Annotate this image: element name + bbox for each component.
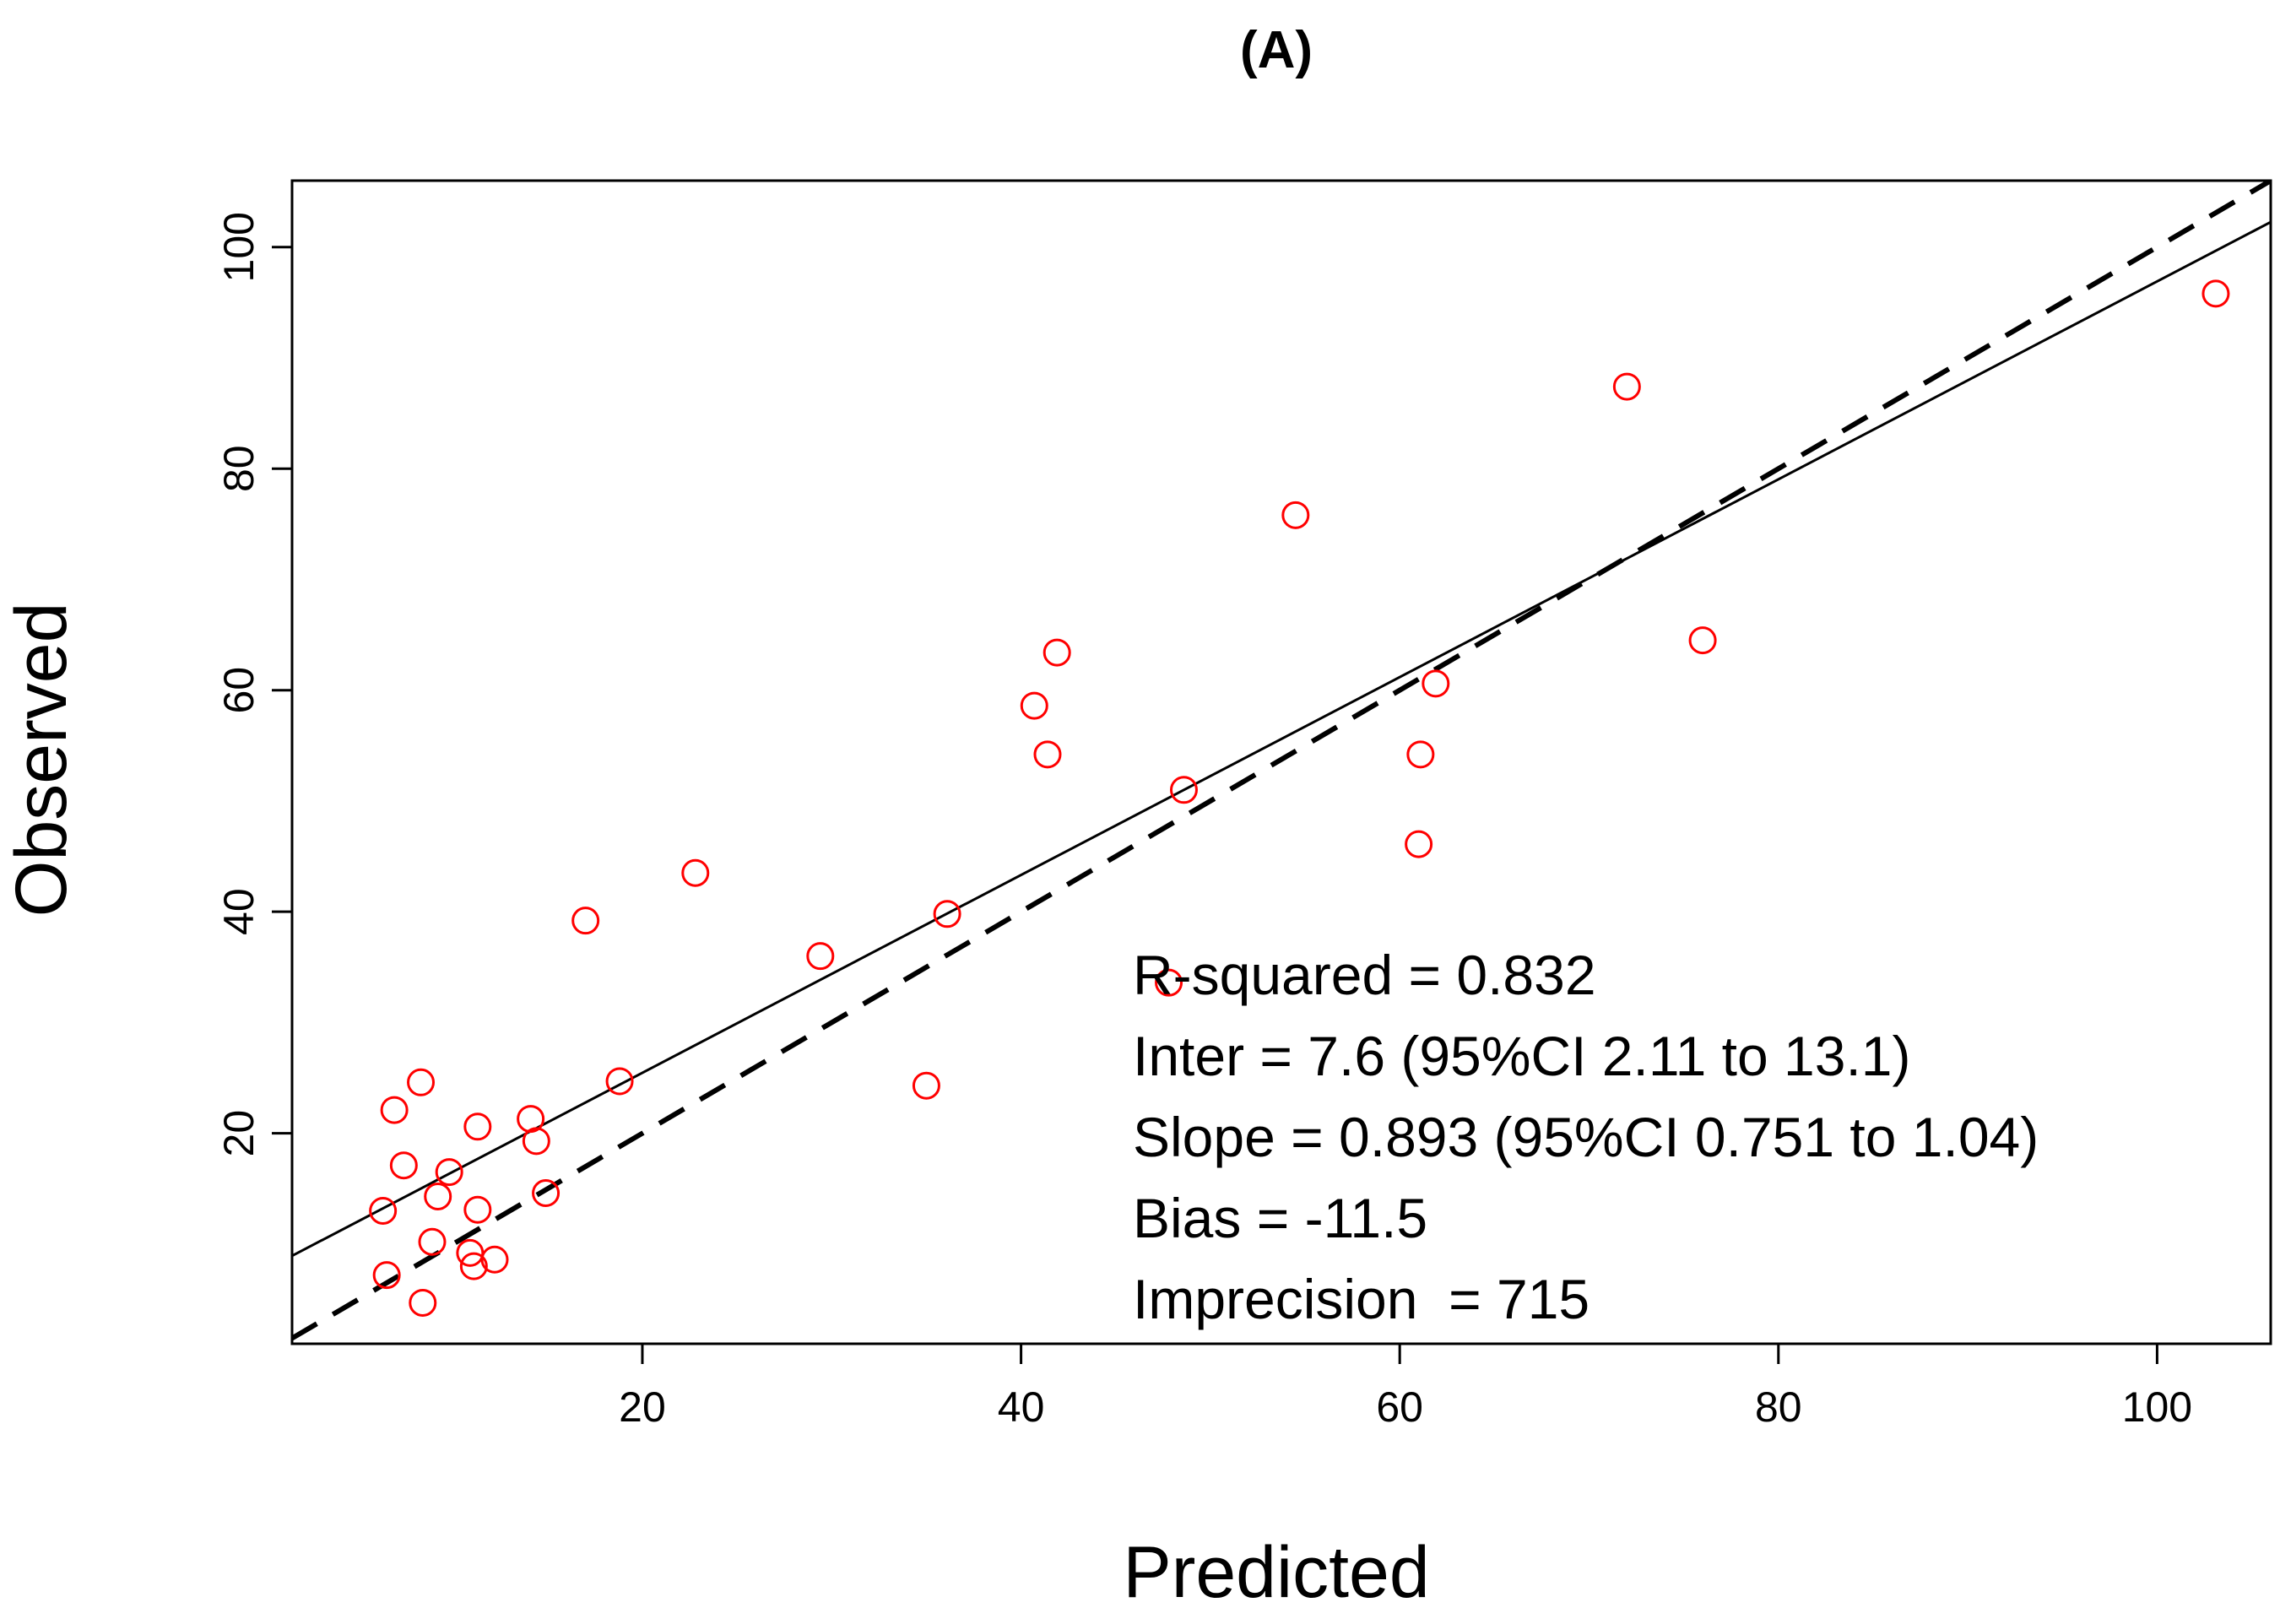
- data-point: [459, 1252, 488, 1280]
- data-point: [418, 1227, 447, 1256]
- x-axis-title: Predicted: [1123, 1532, 1429, 1613]
- regression-lines: [292, 181, 2271, 1341]
- data-point: [1169, 776, 1198, 804]
- statistics-annotation: R-squared = 0.832 Inter = 7.6 (95%CI 2.1…: [1133, 944, 2039, 1330]
- data-point: [480, 1245, 509, 1274]
- data-point: [407, 1068, 436, 1096]
- data-point: [1043, 638, 1071, 667]
- data-point: [517, 1105, 545, 1134]
- data-point: [1612, 372, 1641, 401]
- y-axis-ticks: 20 40 60 80 100: [215, 212, 294, 1157]
- data-point: [681, 858, 710, 887]
- data-point: [933, 900, 961, 928]
- x-tick-label: 60: [1376, 1383, 1423, 1431]
- y-tick-label: 20: [215, 1110, 263, 1157]
- data-point: [571, 907, 600, 935]
- data-point: [380, 1096, 409, 1124]
- annotation-r-squared: R-squared = 0.832: [1133, 944, 1596, 1006]
- data-point: [389, 1151, 418, 1180]
- data-point: [409, 1288, 437, 1317]
- y-tick-label: 100: [215, 212, 263, 282]
- data-point: [532, 1179, 561, 1208]
- data-point: [605, 1067, 634, 1096]
- data-point: [2201, 279, 2230, 308]
- data-point: [372, 1261, 401, 1290]
- annotation-bias: Bias = -11.5: [1133, 1187, 1427, 1249]
- data-point: [435, 1158, 463, 1187]
- data-point: [1405, 830, 1433, 858]
- data-point: [806, 942, 835, 971]
- x-axis-ticks: 20 40 60 80 100: [619, 1342, 2192, 1431]
- x-tick-label: 100: [2122, 1383, 2192, 1431]
- data-point: [1688, 626, 1717, 655]
- y-tick-label: 60: [215, 667, 263, 714]
- data-point: [463, 1195, 492, 1224]
- data-point: [1155, 968, 1183, 997]
- data-point: [522, 1127, 550, 1156]
- identity-line: [292, 181, 2271, 1341]
- data-point: [463, 1112, 492, 1141]
- y-tick-label: 80: [215, 445, 263, 492]
- annotation-imprecision: Imprecision = 715: [1133, 1268, 1590, 1330]
- x-tick-label: 80: [1755, 1383, 1802, 1431]
- data-point: [369, 1197, 398, 1226]
- x-tick-label: 20: [619, 1383, 666, 1431]
- chart-title: (A): [1240, 21, 1313, 79]
- data-point: [424, 1182, 452, 1210]
- annotation-intercept: Inter = 7.6 (95%CI 2.11 to 13.1): [1133, 1025, 1911, 1087]
- y-tick-label: 40: [215, 888, 263, 935]
- data-point: [1422, 669, 1450, 698]
- x-tick-label: 40: [998, 1383, 1045, 1431]
- annotation-slope: Slope = 0.893 (95%CI 0.751 to 1.04): [1133, 1106, 2039, 1168]
- data-point: [1406, 740, 1435, 769]
- y-axis-title: Observed: [1, 603, 82, 918]
- data-point: [912, 1071, 940, 1100]
- data-point: [1281, 501, 1310, 529]
- data-points: [369, 279, 2230, 1317]
- plot-frame: [290, 179, 2272, 1345]
- fit-line: [292, 220, 2271, 1258]
- data-point: [1033, 740, 1062, 769]
- data-point: [1020, 691, 1048, 720]
